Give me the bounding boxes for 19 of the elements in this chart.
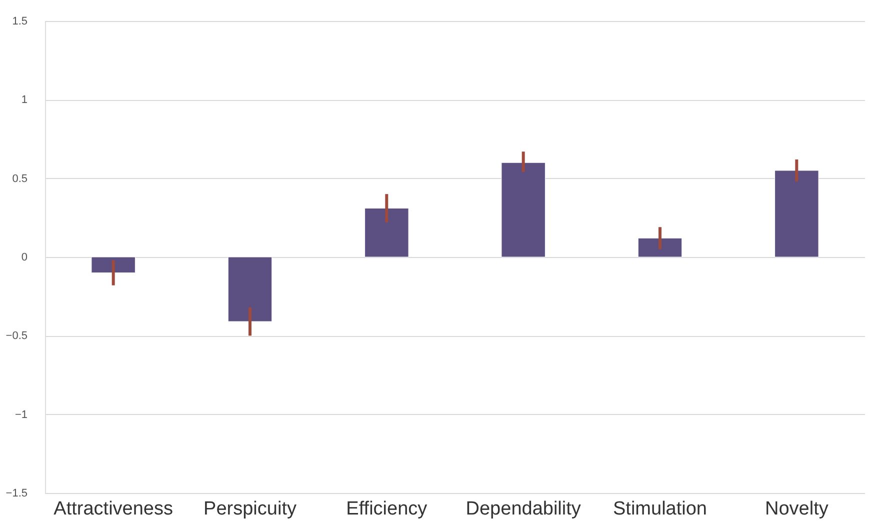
x-tick-label: Novelty: [764, 498, 829, 520]
bar: [91, 256, 136, 273]
bar: [774, 170, 819, 258]
bar: [364, 208, 409, 258]
y-tick-label: 1.5: [12, 16, 28, 28]
y-tick-label: −1: [14, 408, 28, 421]
x-tick-label: Dependability: [466, 498, 582, 520]
x-tick-label: Efficiency: [346, 498, 428, 520]
bar: [638, 238, 682, 258]
x-tick-label: Stimulation: [613, 498, 707, 520]
x-tick-label: Attractiveness: [54, 498, 173, 520]
y-tick-label: 1: [21, 94, 28, 106]
x-tick-label: Perspicuity: [204, 498, 297, 520]
y-tick-label: 0: [21, 252, 28, 264]
bar: [228, 256, 272, 322]
y-tick-label: 0.5: [12, 172, 28, 185]
bar: [501, 162, 546, 258]
y-tick-label: −1.5: [6, 488, 28, 500]
y-tick-label: −0.5: [6, 330, 28, 342]
